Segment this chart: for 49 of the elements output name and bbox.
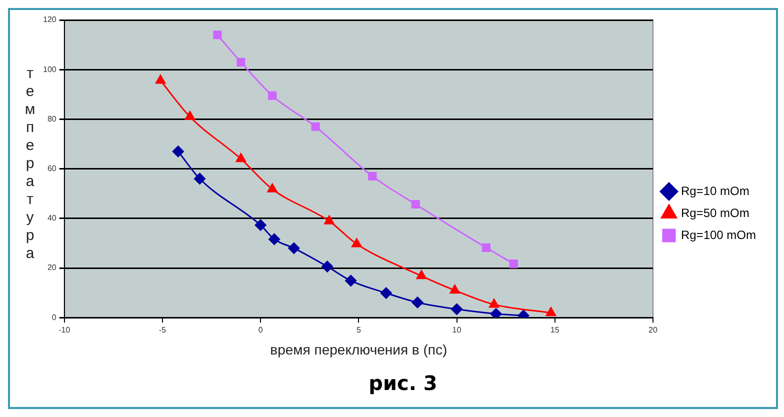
point — [416, 270, 427, 280]
point — [411, 200, 420, 209]
point — [324, 215, 334, 224]
point — [490, 308, 502, 318]
point — [268, 233, 280, 245]
point — [288, 242, 300, 254]
y-tick-label: 40 — [47, 214, 57, 223]
point — [194, 172, 206, 184]
point — [254, 219, 266, 231]
legend-label: Rg=10 mOm — [680, 184, 750, 198]
point — [268, 91, 277, 100]
point — [451, 303, 463, 315]
point — [352, 238, 362, 248]
legend-label: Rg=100 mOm — [680, 228, 756, 242]
x-tick-label: 15 — [550, 326, 560, 335]
point — [368, 172, 377, 181]
point — [482, 243, 490, 252]
point — [450, 284, 460, 294]
y-tick-label: 80 — [47, 114, 57, 124]
point — [546, 307, 556, 316]
x-tick-label: -10 — [58, 326, 71, 335]
point — [236, 58, 246, 66]
point — [412, 296, 424, 308]
point — [184, 110, 195, 120]
y-tick-label: 0 — [52, 312, 57, 322]
x-tick-label: 20 — [648, 326, 658, 335]
point — [172, 146, 184, 158]
point — [322, 260, 334, 272]
point — [213, 30, 222, 40]
point — [236, 153, 246, 162]
point — [345, 274, 357, 286]
y-tick-label: 120 — [42, 15, 57, 24]
x-tick-label: 0 — [258, 326, 264, 335]
x-tick-label: 10 — [452, 326, 462, 335]
x-tick-label: 5 — [356, 326, 362, 335]
point — [155, 74, 166, 84]
point — [488, 298, 500, 308]
y-tick-label: 20 — [47, 263, 57, 272]
text: температура — [24, 65, 36, 262]
point — [509, 260, 518, 268]
point — [311, 122, 320, 131]
y-tick-label: 60 — [47, 164, 57, 174]
text: рис. 3 — [368, 371, 438, 396]
x-tick-label: -5 — [158, 326, 167, 335]
y-tick-label: 100 — [42, 64, 57, 74]
legend-label: Rg=50 mOm — [680, 206, 750, 220]
point — [380, 287, 392, 299]
point — [267, 183, 278, 192]
x-axis-title: время переключения в (пс) — [270, 341, 448, 358]
